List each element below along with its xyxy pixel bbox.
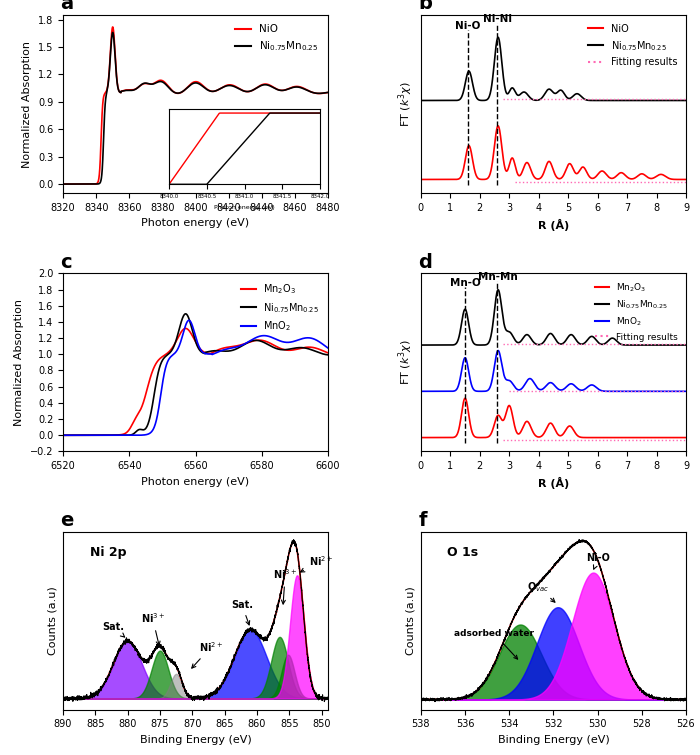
- Y-axis label: FT ($k^3$$\chi$): FT ($k^3$$\chi$): [397, 82, 415, 127]
- Y-axis label: Normalized Absorption: Normalized Absorption: [22, 41, 32, 168]
- X-axis label: R (Å): R (Å): [538, 476, 569, 488]
- Y-axis label: FT ($k^3$$\chi$): FT ($k^3$$\chi$): [397, 340, 415, 385]
- Text: d: d: [418, 253, 432, 272]
- Legend: Mn$_2$O$_3$, Ni$_{0.75}$Mn$_{0.25}$, MnO$_2$, Fitting results: Mn$_2$O$_3$, Ni$_{0.75}$Mn$_{0.25}$, MnO…: [592, 278, 682, 345]
- X-axis label: Binding Energy (eV): Binding Energy (eV): [498, 735, 609, 745]
- Text: Mn-O: Mn-O: [449, 278, 480, 288]
- Legend: NiO, Ni$_{0.75}$Mn$_{0.25}$: NiO, Ni$_{0.75}$Mn$_{0.25}$: [231, 20, 323, 57]
- Legend: Mn$_2$O$_3$, Ni$_{0.75}$Mn$_{0.25}$, MnO$_2$: Mn$_2$O$_3$, Ni$_{0.75}$Mn$_{0.25}$, MnO…: [237, 278, 323, 337]
- Text: adsorbed water: adsorbed water: [454, 629, 534, 659]
- Text: f: f: [418, 511, 427, 530]
- Y-axis label: Counts (a.u): Counts (a.u): [405, 587, 415, 655]
- Text: O$_{vac}$: O$_{vac}$: [527, 580, 555, 602]
- Text: Ni$^{3+}$: Ni$^{3+}$: [273, 568, 298, 604]
- Text: Ni$^{2+}$: Ni$^{2+}$: [192, 640, 223, 668]
- Text: Mn-Mn: Mn-Mn: [477, 273, 517, 282]
- Text: e: e: [60, 511, 74, 530]
- Text: Ni$^{3+}$: Ni$^{3+}$: [141, 612, 164, 646]
- X-axis label: Photon energy (eV): Photon energy (eV): [141, 218, 250, 229]
- Text: Sat.: Sat.: [102, 622, 125, 637]
- Text: c: c: [60, 253, 72, 272]
- Text: a: a: [60, 0, 74, 14]
- Text: Ni$^{2+}$: Ni$^{2+}$: [300, 554, 332, 572]
- Legend: NiO, Ni$_{0.75}$Mn$_{0.25}$, Fitting results: NiO, Ni$_{0.75}$Mn$_{0.25}$, Fitting res…: [584, 20, 681, 71]
- Text: Ni-O: Ni-O: [455, 21, 481, 31]
- X-axis label: Binding Energy (eV): Binding Energy (eV): [140, 735, 251, 745]
- Text: Ni-O: Ni-O: [587, 553, 610, 569]
- Text: Sat.: Sat.: [231, 600, 253, 625]
- Text: b: b: [418, 0, 432, 14]
- Text: Ni-Ni: Ni-Ni: [483, 14, 512, 24]
- Text: O 1s: O 1s: [447, 546, 479, 559]
- X-axis label: Photon energy (eV): Photon energy (eV): [141, 476, 250, 487]
- Y-axis label: Normalized Absorption: Normalized Absorption: [14, 299, 24, 426]
- X-axis label: R (Å): R (Å): [538, 218, 569, 230]
- Y-axis label: Counts (a.u): Counts (a.u): [48, 587, 57, 655]
- Text: Ni 2p: Ni 2p: [90, 546, 126, 559]
